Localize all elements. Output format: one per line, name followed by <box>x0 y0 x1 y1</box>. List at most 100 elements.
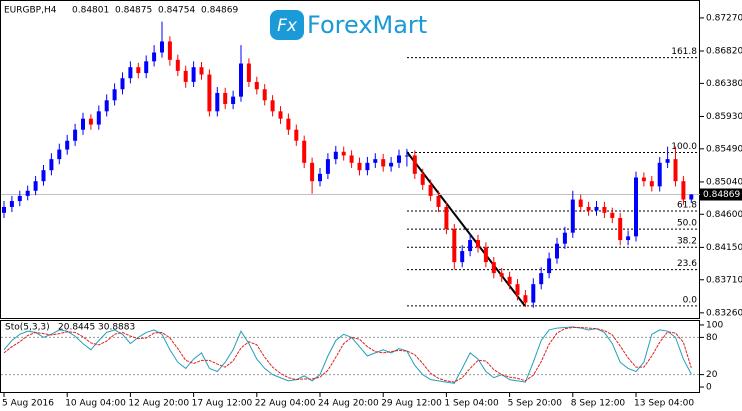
candle-body <box>262 89 267 101</box>
stoch-tick-label: 100 <box>706 320 723 330</box>
ohlc-low: 0.84754 <box>158 6 195 16</box>
candle-body <box>96 111 101 125</box>
candle-body <box>357 162 362 171</box>
stoch-name: Sto(5,3,3) <box>5 323 50 333</box>
candle-body <box>73 129 78 141</box>
candle-body <box>468 240 473 252</box>
candle-body <box>547 258 552 274</box>
x-tick-label: 5 Sep 20:00 <box>508 399 563 409</box>
candle-body <box>483 247 488 263</box>
candle-body <box>318 173 322 182</box>
candle-body <box>689 194 694 200</box>
candle-body <box>539 273 544 285</box>
y-tick-label: 0.86820 <box>706 47 742 57</box>
stoch-tick-label: 20 <box>706 370 718 380</box>
candle-body <box>562 232 567 244</box>
x-tick-label: 17 Aug 12:00 <box>192 399 253 409</box>
candle-body <box>239 63 243 97</box>
candle-body <box>246 63 251 82</box>
candle-body <box>9 201 14 207</box>
price-tag <box>700 188 742 201</box>
candle-body <box>191 67 196 82</box>
candle-body <box>49 159 54 171</box>
candle-body <box>33 181 38 191</box>
candle-body <box>641 177 646 182</box>
candle-body <box>491 262 496 274</box>
candle-body <box>515 284 520 296</box>
y-tick-label: 0.86380 <box>706 79 742 89</box>
y-tick-label: 0.84600 <box>706 210 742 220</box>
candle-body <box>325 159 330 174</box>
candle-body <box>231 96 236 104</box>
candle-body <box>302 140 307 163</box>
candle-body <box>41 170 46 182</box>
candle-body <box>57 149 62 160</box>
candle-body <box>2 206 6 213</box>
candle-body <box>286 118 291 130</box>
fib-trendline <box>406 151 526 307</box>
candle-body <box>420 173 425 185</box>
candle-body <box>578 199 583 207</box>
candle-body <box>65 140 70 150</box>
candle-body <box>25 190 30 196</box>
ohlc-open: 0.84801 <box>72 6 109 16</box>
logo-text: ForexMart <box>307 11 427 39</box>
candle-body <box>618 217 623 241</box>
candle-body <box>341 151 346 156</box>
candle-body <box>215 92 220 112</box>
candle-body <box>610 212 615 218</box>
x-tick-label: 24 Aug 20:00 <box>318 399 379 409</box>
fib-label: 61.8 <box>677 201 697 211</box>
y-tick-label: 0.85490 <box>706 144 742 154</box>
candle-body <box>365 162 370 171</box>
stoch-signal-value: 30.8883 <box>98 323 135 333</box>
candle-body <box>570 199 575 233</box>
candle-body <box>681 181 686 200</box>
fib-label: 0.0 <box>683 295 698 305</box>
candle-body <box>460 251 465 263</box>
candle-body <box>152 52 157 62</box>
fib-label: 38.2 <box>677 237 697 247</box>
x-tick-label: 13 Sep 04:00 <box>634 399 694 409</box>
candle-body <box>294 129 299 141</box>
fib-label: 50.0 <box>677 219 697 229</box>
candle-body <box>634 177 638 237</box>
candle-body <box>412 155 417 174</box>
candle-body <box>397 155 401 163</box>
y-tick-label: 0.83260 <box>706 308 742 318</box>
candle-body <box>673 159 678 182</box>
symbol: EURGBP,H4 <box>4 6 57 16</box>
candle-body <box>270 100 275 112</box>
logo: Fx ForexMart <box>270 10 427 40</box>
candle-body <box>404 155 409 157</box>
candle-body <box>183 70 188 82</box>
candle-body <box>555 243 559 259</box>
candle-body <box>444 206 449 230</box>
candle-body <box>626 236 631 241</box>
main-frame <box>0 0 700 319</box>
candle-body <box>81 118 85 130</box>
stoch-line <box>3 326 692 383</box>
candle-body <box>278 111 283 119</box>
candle-body <box>657 162 662 187</box>
y-tick-label: 0.83710 <box>706 275 742 285</box>
candle-body <box>223 92 228 104</box>
y-tick-label: 0.84150 <box>706 243 742 253</box>
candle-body <box>602 206 607 213</box>
candle-body <box>128 67 133 79</box>
candle-body <box>373 159 378 163</box>
price-tag-label: 0.84869 <box>703 190 740 200</box>
logo-badge <box>270 10 304 40</box>
candle-body <box>160 41 164 53</box>
candle-body <box>476 240 480 248</box>
candle-body <box>207 74 212 112</box>
candle-body <box>333 151 338 160</box>
candle-body <box>120 78 125 90</box>
candle-body <box>104 100 109 112</box>
x-tick-label: 22 Aug 04:00 <box>255 399 316 409</box>
candle-body <box>594 206 599 211</box>
y-tick-label: 0.85040 <box>706 177 742 187</box>
ohlc-close: 0.84869 <box>201 6 238 16</box>
candle-body <box>531 284 536 303</box>
